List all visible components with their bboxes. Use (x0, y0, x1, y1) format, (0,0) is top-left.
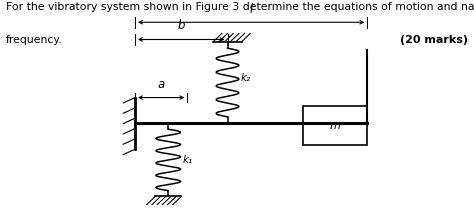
Bar (303, 106, 367, 145)
Text: frequency.: frequency. (6, 35, 62, 45)
Text: a: a (157, 78, 165, 91)
Text: m: m (330, 121, 341, 131)
Text: l: l (250, 3, 253, 16)
Text: For the vibratory system shown in Figure 3 determine the equations of motion and: For the vibratory system shown in Figure… (6, 2, 474, 12)
Text: k₂: k₂ (241, 73, 251, 83)
Text: b: b (178, 19, 185, 32)
Text: k₁: k₁ (182, 155, 192, 165)
Text: (20 marks): (20 marks) (401, 35, 468, 45)
